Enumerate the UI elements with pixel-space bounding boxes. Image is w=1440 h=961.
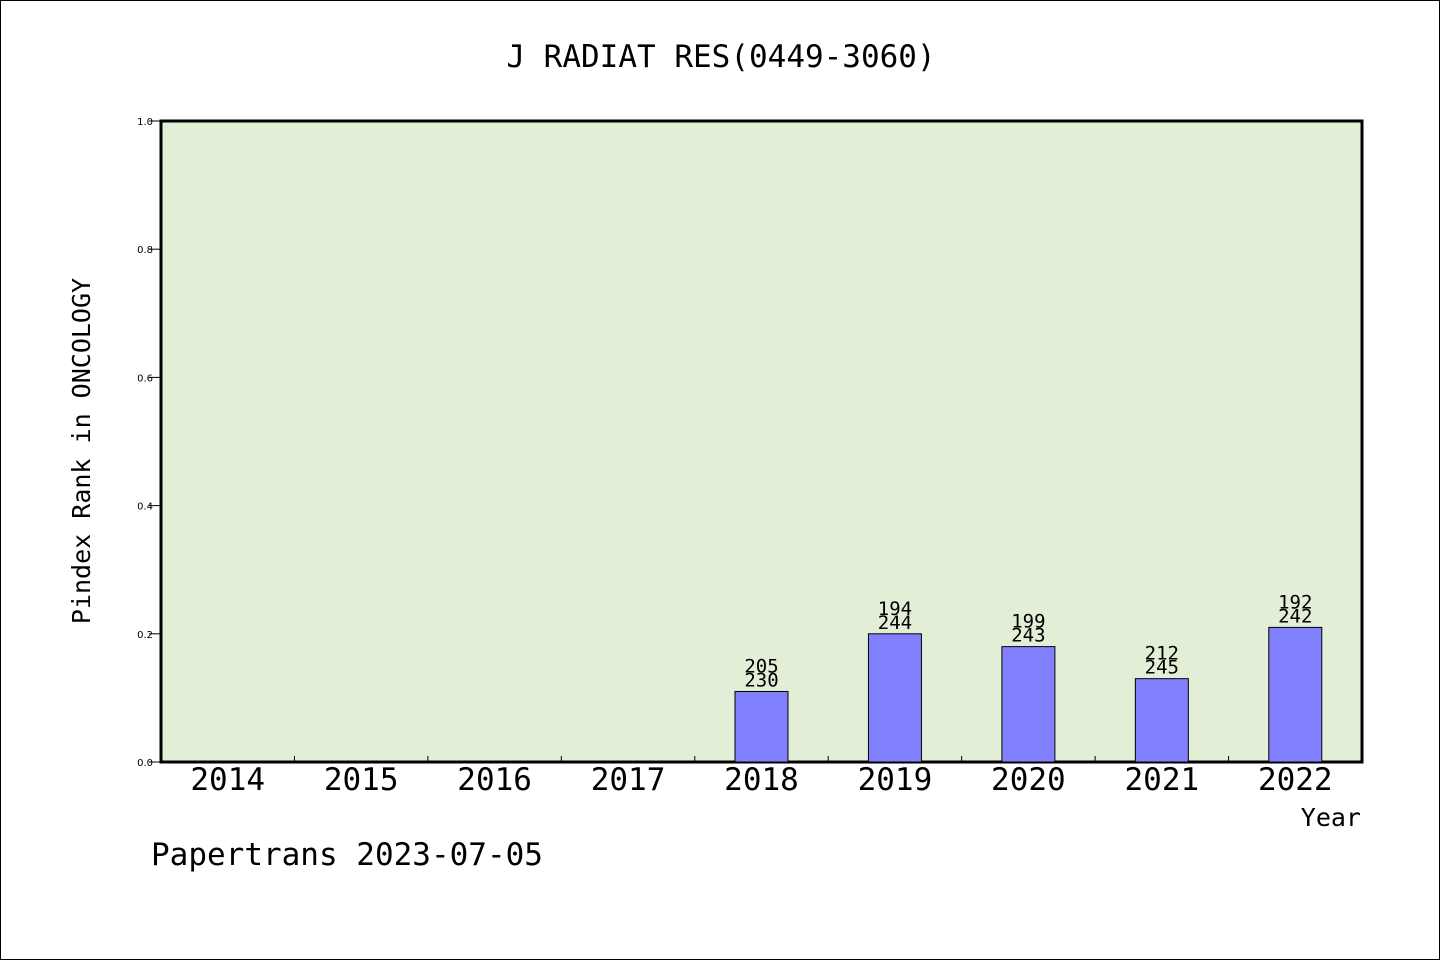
- bar-label-top: 192: [1278, 591, 1312, 613]
- x-axis-ticks: 2014 2015 2016 2017 2018 2019 2020 2021 2022: [190, 756, 1333, 798]
- y-axis-ticks: 0.0 0.2 0.4 0.6 0.8 1.0: [137, 117, 161, 769]
- bar-2022: [1268, 626, 1323, 763]
- chart-title: J RADIAT RES(0449-3060): [506, 39, 935, 75]
- bar-2021: [1134, 678, 1189, 763]
- bar-label-bottom: 242: [1278, 605, 1312, 627]
- x-axis-label: Year: [1301, 803, 1361, 832]
- bar-label-bottom: 230: [744, 669, 778, 691]
- x-tick-label: 2020: [991, 762, 1066, 798]
- bar-2020: [1001, 646, 1056, 763]
- x-tick-label: 2017: [591, 762, 666, 798]
- bar-label-bottom: 243: [1011, 625, 1045, 647]
- y-tick-label: 0.2: [137, 630, 153, 641]
- x-tick-label: 2022: [1258, 762, 1333, 798]
- x-tick-label: 2019: [858, 762, 933, 798]
- y-tick-label: 0.0: [137, 758, 153, 769]
- plot-area: [159, 119, 1364, 764]
- y-axis-label: Pindex Rank in ONCOLOGY: [67, 278, 96, 624]
- footer-note: Papertrans 2023-07-05: [151, 837, 543, 873]
- y-tick-label: 0.8: [137, 245, 153, 256]
- bar-label-top: 205: [744, 655, 778, 677]
- y-tick-label: 0.4: [137, 502, 153, 513]
- bar-label-top: 212: [1145, 643, 1179, 665]
- x-tick-label: 2016: [457, 762, 532, 798]
- bar-label-top: 194: [878, 598, 912, 620]
- x-tick-label: 2021: [1125, 762, 1200, 798]
- bar-label-bottom: 245: [1145, 657, 1179, 679]
- x-tick-label: 2015: [324, 762, 399, 798]
- y-tick-label: 0.6: [137, 373, 153, 384]
- x-tick-label: 2014: [190, 762, 265, 798]
- bar-2019: [867, 633, 922, 763]
- bar-label-bottom: 244: [878, 612, 912, 634]
- bar-label-top: 199: [1011, 611, 1045, 633]
- y-tick-label: 1.0: [137, 117, 153, 128]
- bar-2018: [734, 690, 789, 763]
- x-tick-label: 2018: [724, 762, 799, 798]
